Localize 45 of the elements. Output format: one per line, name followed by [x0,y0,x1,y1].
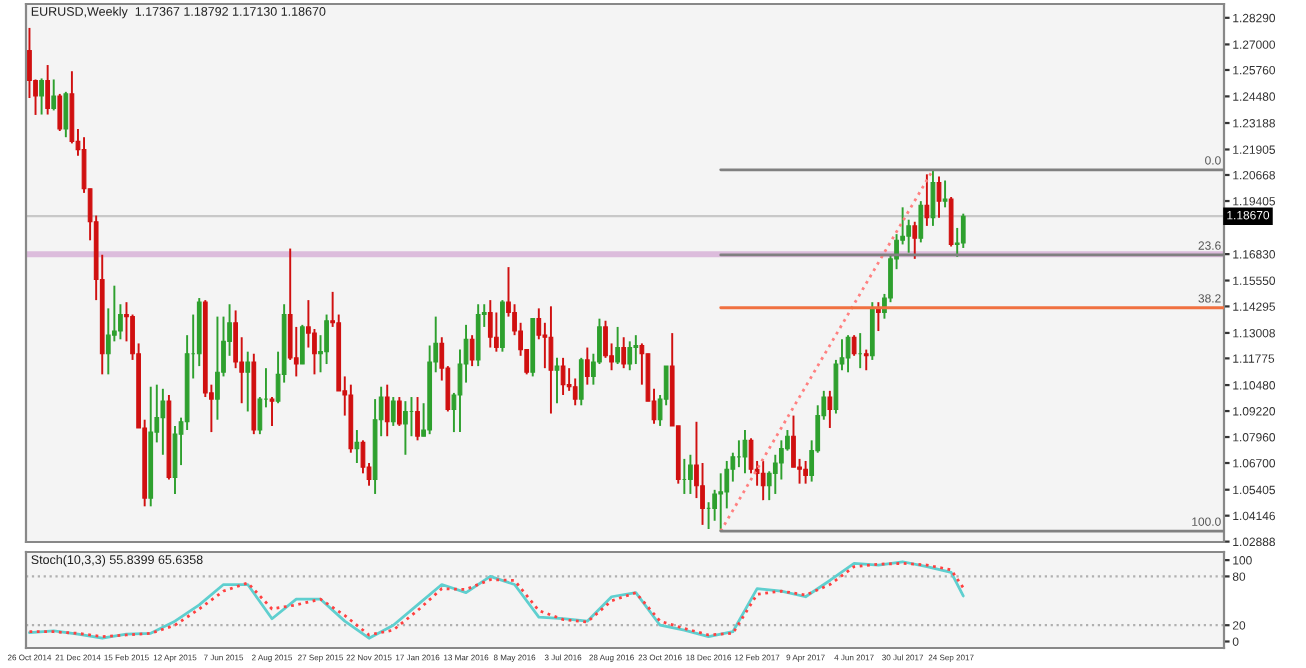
candlestick [396,396,402,427]
candlestick [560,356,566,396]
candlestick [960,212,966,249]
candlestick [621,336,627,370]
candlestick [688,453,693,495]
candlestick [415,396,420,442]
candlestick [863,348,869,372]
candlestick [51,78,57,112]
candlestick [403,400,408,456]
candlestick [160,387,166,456]
candlestick [45,64,51,116]
candlestick [869,301,875,361]
candlestick [245,350,251,413]
candlestick [615,325,621,366]
candlestick [548,305,554,415]
candlestick [39,77,44,116]
candlestick [390,396,396,427]
candlestick [215,315,220,421]
candlestick [578,356,584,407]
candlestick [827,389,833,429]
candlestick [299,323,305,366]
candlestick [912,220,918,260]
candlestick [469,334,475,368]
candlestick [554,356,560,405]
candlestick [57,92,63,132]
candlestick [845,334,851,374]
candlestick [269,396,275,427]
candlestick [500,299,505,353]
candlestick [584,346,590,386]
candlestick [487,299,493,349]
candlestick [633,334,639,366]
candlestick [627,340,633,372]
candlestick [63,90,69,139]
candlestick [760,459,766,502]
candlestick [475,303,481,368]
candlestick [851,334,857,357]
candlestick [918,200,924,244]
candlestick [948,196,954,248]
candlestick [924,173,930,227]
candlestick [354,429,360,464]
candlestick [324,313,329,366]
candlestick [384,383,390,438]
candlestick [803,459,808,485]
candlestick [930,168,936,227]
candlestick [942,179,948,209]
